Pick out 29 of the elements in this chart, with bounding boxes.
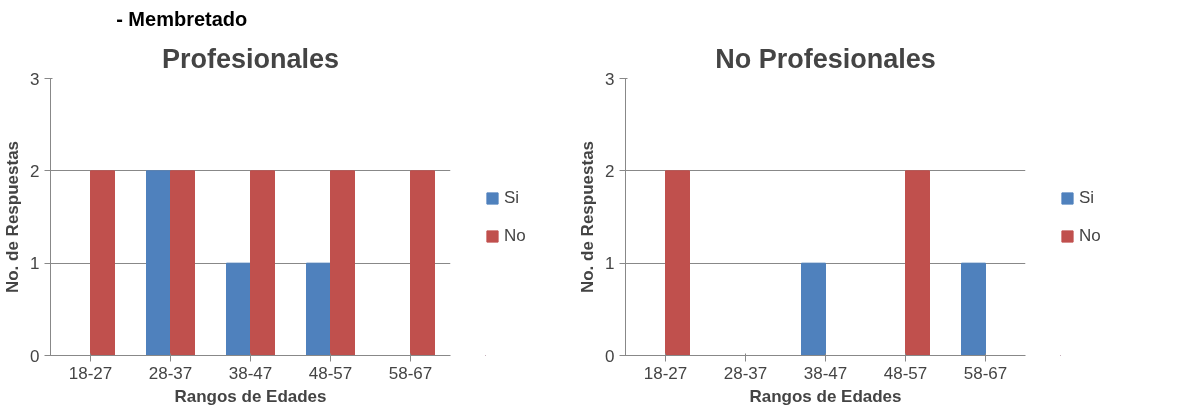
x-tick-label: 38-47 — [803, 363, 848, 383]
y-axis-title: No. de Respuestas — [578, 140, 598, 294]
x-tick-label: 38-47 — [228, 363, 273, 383]
y-tick-label: 3 — [605, 69, 615, 89]
text: - Membretado — [115, 7, 248, 32]
y-tick-label: 2 — [30, 161, 40, 181]
legend-label: Si — [1079, 187, 1096, 208]
x-tick-label: 58-67 — [963, 363, 1008, 383]
chart-title: Profesionales — [161, 43, 340, 74]
x-tick-label: 28-37 — [148, 363, 193, 383]
y-tick-label: 1 — [605, 254, 615, 274]
y-tick-label: 0 — [30, 346, 40, 366]
chart-title: No Profesionales — [715, 43, 936, 74]
legend-label: No — [504, 225, 526, 246]
x-axis-title: Rangos de Edades — [174, 386, 327, 406]
x-axis-title: Rangos de Edades — [749, 386, 902, 406]
y-axis-title: No. de Respuestas — [3, 140, 23, 294]
x-tick-label: 58-67 — [388, 363, 433, 383]
y-tick-label: 1 — [30, 254, 40, 274]
x-tick-label: 48-57 — [308, 363, 353, 383]
y-tick-label: 3 — [30, 69, 40, 89]
y-tick-label: 0 — [605, 346, 615, 366]
x-tick-label: 48-57 — [883, 363, 928, 383]
x-tick-label: 18-27 — [68, 363, 113, 383]
x-tick-label: 28-37 — [723, 363, 768, 383]
y-tick-label: 2 — [605, 161, 615, 181]
legend-label: No — [1079, 225, 1101, 246]
legend-label: Si — [504, 187, 521, 208]
x-tick-label: 18-27 — [643, 363, 688, 383]
